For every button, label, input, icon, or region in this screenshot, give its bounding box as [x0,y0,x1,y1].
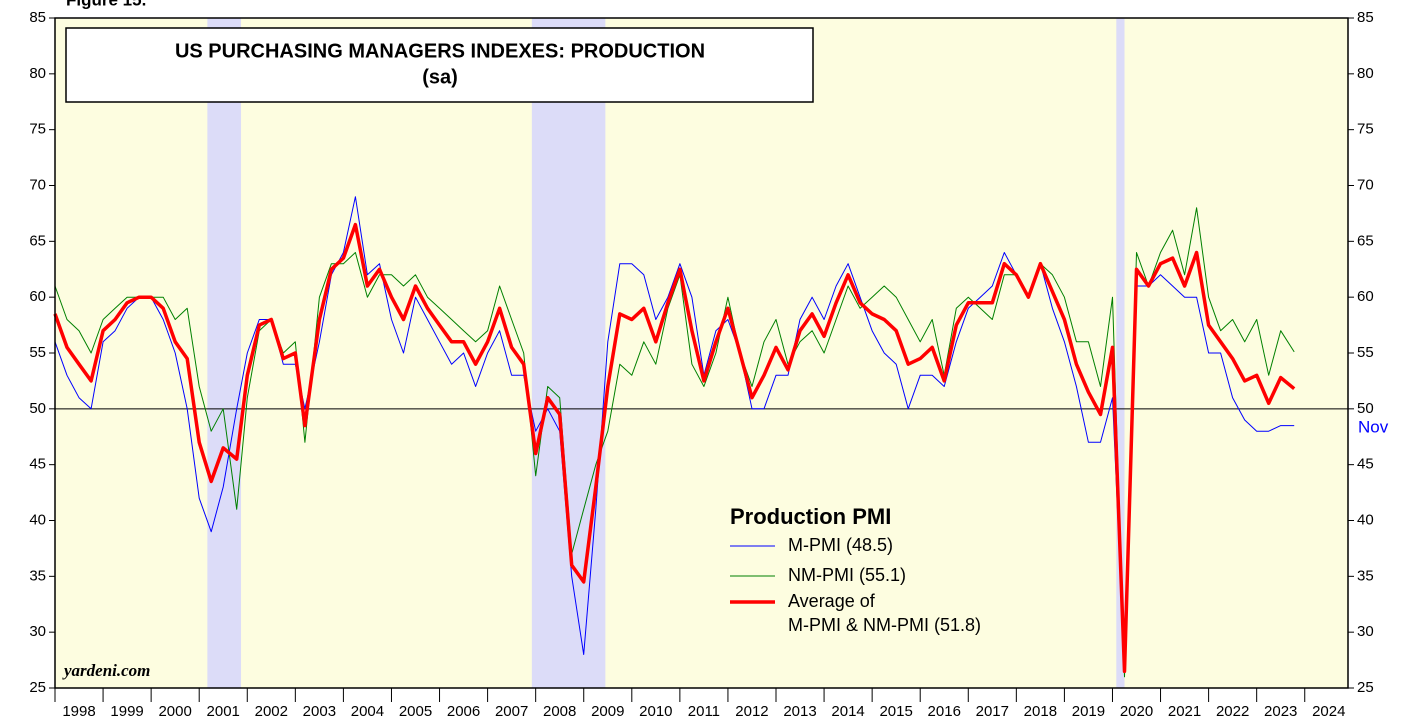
series-line [54,196,1295,667]
x-tick-label: 2012 [735,703,768,720]
x-tick-label: 2023 [1264,703,1297,720]
plot-frame [54,17,1349,689]
series-line [53,222,1296,674]
y-tick-label: 75 [29,121,46,138]
recession-band [1116,18,1125,688]
x-tick-label: 2017 [976,703,1009,720]
figure-label: Figure 15. [66,0,146,9]
y2-tick-label: 65 [1357,232,1374,249]
y-tick-label: 30 [29,623,46,640]
x-tick-label: 2002 [255,703,288,720]
y-tick-label: 55 [29,344,46,361]
x-tick-label: 2019 [1072,703,1105,720]
y2-tick-label: 80 [1357,65,1374,82]
x-tick-label: 2005 [399,703,432,720]
legend-label: NM-PMI (55.1) [788,565,906,585]
y2-tick-label: 30 [1357,623,1374,640]
y-tick-label: 45 [29,456,46,473]
recession-band [531,18,606,688]
source: yardeni.com [62,661,150,680]
y-tick-label: 25 [29,679,46,696]
x-tick-label: 2001 [207,703,240,720]
y2-tick-label: 40 [1357,511,1374,528]
x-tick-label: 1999 [110,703,143,720]
y-tick-label: 35 [29,567,46,584]
x-tick-label: 2014 [831,703,864,720]
x-tick-label: 2010 [639,703,672,720]
y-tick-label: 60 [29,288,46,305]
x-tick-label: 2003 [303,703,336,720]
x-tick-label: 2011 [688,703,720,720]
plot-background [55,18,1348,688]
x-tick-label: 2024 [1312,703,1345,720]
recession-band [207,18,242,688]
x-tick-label: 2009 [591,703,624,720]
y2-tick-label: 25 [1357,679,1374,696]
y2-tick-label: 35 [1357,567,1374,584]
y2-tick-label: 70 [1357,176,1374,193]
series-line [54,207,1295,678]
legend-label: Average of M-PMI & NM-PMI (51.8) [788,591,981,635]
x-tick-label: 2015 [879,703,912,720]
y2-tick-label: 55 [1357,344,1374,361]
x-tick-label: 2020 [1120,703,1153,720]
x-tick-label: 1998 [62,703,95,720]
x-tick-label: 2008 [543,703,576,720]
annotation: Nov [1358,417,1389,436]
x-tick-label: 2000 [158,703,191,720]
y2-tick-label: 75 [1357,121,1374,138]
y-tick-label: 85 [29,9,46,26]
x-tick-label: 2004 [351,703,384,720]
y-tick-label: 50 [29,400,46,417]
chart-title: US PURCHASING MANAGERS INDEXES: PRODUCTI… [175,40,705,62]
chart-subtitle: (sa) [422,66,458,88]
y2-tick-label: 85 [1357,9,1374,26]
x-tick-label: 2007 [495,703,528,720]
legend-label: M-PMI (48.5) [788,535,893,555]
x-tick-label: 2018 [1024,703,1057,720]
y-tick-label: 70 [29,176,46,193]
y2-tick-label: 60 [1357,288,1374,305]
y-tick-label: 80 [29,65,46,82]
y2-tick-label: 50 [1357,400,1374,417]
y-tick-label: 65 [29,232,46,249]
x-tick-label: 2013 [783,703,816,720]
x-tick-label: 2021 [1168,703,1201,720]
y2-tick-label: 45 [1357,456,1374,473]
legend-title: Production PMI [730,504,891,529]
x-tick-label: 2006 [447,703,480,720]
y-tick-label: 40 [29,511,46,528]
x-tick-label: 2022 [1216,703,1249,720]
title-box [65,27,814,103]
x-tick-label: 2016 [928,703,961,720]
